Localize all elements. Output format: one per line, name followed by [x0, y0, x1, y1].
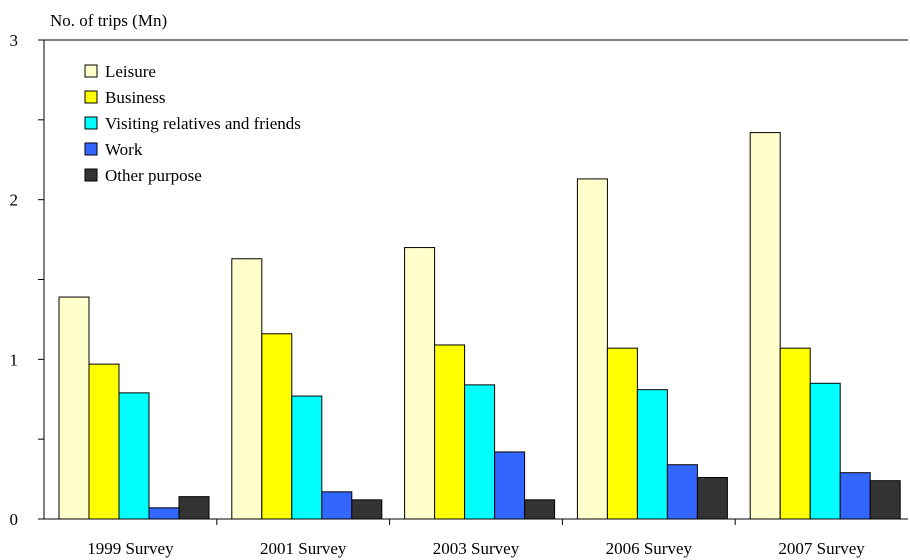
- bar-other-purpose-5: [869, 480, 901, 520]
- legend-label: Business: [105, 88, 165, 107]
- bar-visiting-relatives-and-friends-4: [636, 389, 668, 520]
- axes: [43, 39, 908, 520]
- bar-work-5: [839, 472, 871, 520]
- bar-business-1: [88, 363, 120, 520]
- bar-visiting-relatives-and-friends-5: [809, 382, 841, 520]
- x-tick-label: 1999 Survey: [87, 539, 174, 558]
- bar-leisure-4: [576, 178, 608, 520]
- legend-swatch: [84, 142, 98, 156]
- bars-group: [58, 132, 901, 520]
- x-tick-label: 2001 Survey: [260, 539, 347, 558]
- bar-business-3: [434, 344, 466, 520]
- bar-business-4: [606, 347, 638, 520]
- legend-label: Visiting relatives and friends: [105, 114, 301, 133]
- bar-leisure-3: [404, 247, 436, 520]
- legend-label: Other purpose: [105, 166, 202, 185]
- legend-swatch: [84, 116, 98, 130]
- bar-leisure-1: [58, 296, 90, 520]
- bar-visiting-relatives-and-friends-1: [118, 392, 150, 520]
- legend-label: Leisure: [105, 62, 156, 81]
- y-tick-label: 0: [10, 510, 19, 529]
- y-axis-ticks: 0 1 2 3: [10, 31, 44, 529]
- y-tick-label: 1: [10, 350, 19, 369]
- y-tick-label: 3: [10, 31, 19, 50]
- bar-visiting-relatives-and-friends-2: [291, 395, 323, 520]
- x-tick-label: 2007 Survey: [778, 539, 865, 558]
- y-tick-label: 2: [10, 191, 19, 210]
- x-axis-labels: 1999 Survey 2001 Survey 2003 Survey 2006 Su…: [87, 519, 865, 558]
- bar-other-purpose-1: [178, 496, 210, 520]
- bar-work-1: [148, 507, 180, 520]
- bar-visiting-relatives-and-friends-3: [464, 384, 496, 520]
- legend-swatch: [84, 168, 98, 182]
- legend-swatch: [84, 64, 98, 78]
- x-tick-label: 2003 Survey: [433, 539, 520, 558]
- bar-business-5: [779, 347, 811, 520]
- bar-business-2: [261, 333, 293, 520]
- bar-work-3: [494, 451, 526, 520]
- y-axis-title: No. of trips (Mn): [50, 11, 167, 30]
- bar-other-purpose-2: [351, 499, 383, 520]
- bar-leisure-5: [749, 132, 781, 520]
- bar-work-4: [666, 464, 698, 520]
- bar-leisure-2: [231, 258, 263, 520]
- bar-other-purpose-4: [696, 476, 728, 520]
- bar-work-2: [321, 491, 353, 520]
- legend-swatch: [84, 90, 98, 104]
- legend: Leisure Business Visiting relatives and fr…: [84, 62, 301, 185]
- legend-label: Work: [105, 140, 143, 159]
- x-tick-label: 2006 Survey: [606, 539, 693, 558]
- bar-other-purpose-3: [524, 499, 556, 520]
